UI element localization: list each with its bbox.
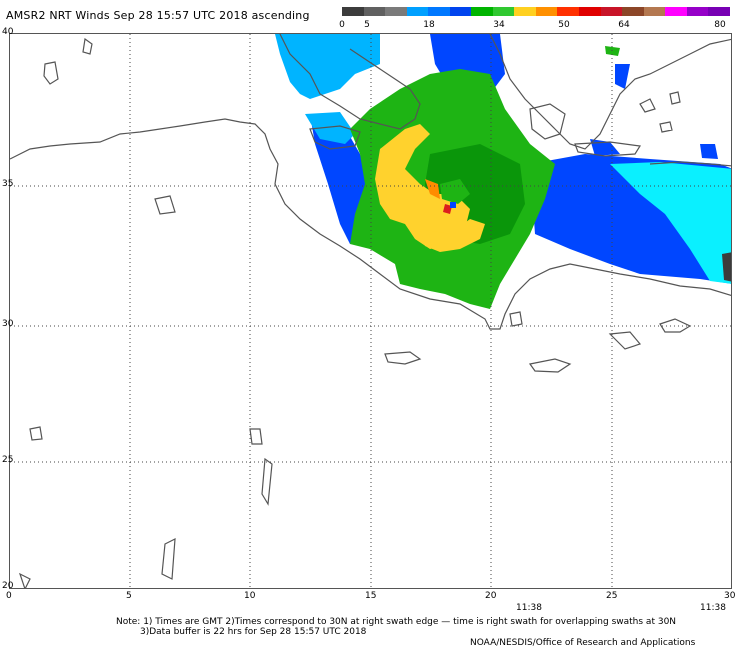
lon-label-25: 25	[606, 591, 618, 601]
coast-cyprus	[659, 318, 692, 333]
coast-greece	[489, 34, 731, 150]
swath-red-core	[443, 204, 452, 214]
coast-inland-1	[154, 195, 176, 215]
lon-label-0: 0	[6, 591, 12, 601]
coast-inland-8	[384, 351, 422, 365]
swath-time-label-left: 11:38	[516, 603, 542, 613]
colorbar-segment	[385, 7, 407, 16]
footnote-line-1: Note: 1) Times are GMT 2)Times correspon…	[116, 617, 677, 627]
lat-label-25: 25	[2, 455, 14, 465]
lon-label-5: 5	[126, 591, 132, 601]
coast-inland-5	[161, 537, 176, 580]
colorbar-label: 34	[493, 20, 505, 30]
swath-e-blue-patch2	[700, 144, 718, 159]
colorbar-segment	[342, 7, 364, 16]
colorbar-label: 0	[339, 20, 345, 30]
footnote-line-2: 3)Data buffer is 22 hrs for Sep 28 15:57…	[140, 627, 367, 637]
colorbar-segment	[686, 7, 709, 16]
swath-east-dark-gray	[722, 252, 731, 282]
colorbar-segment	[363, 7, 386, 16]
coast-inland-9	[528, 358, 572, 373]
colorbar-label: 18	[423, 20, 435, 30]
map-frame	[9, 33, 732, 589]
credit-line: NOAA/NESDIS/Office of Research and Appli…	[470, 638, 696, 648]
colorbar-segment	[492, 7, 515, 16]
colorbar-label: 64	[618, 20, 630, 30]
colorbar-segment	[665, 7, 687, 16]
coast-sardinia	[43, 61, 59, 85]
colorbar-segment	[579, 7, 601, 16]
colorbar-segment	[557, 7, 580, 16]
swath-e-blue-patch	[590, 139, 620, 156]
coast-sicily	[309, 125, 361, 150]
colorbar-segment	[471, 7, 493, 16]
lat-label-30: 30	[2, 319, 14, 329]
lon-label-30: 30	[724, 591, 736, 601]
wind-map	[10, 34, 731, 588]
colorbar-segment	[406, 7, 429, 16]
coast-italy	[279, 34, 421, 130]
colorbar-label: 5	[364, 20, 370, 30]
colorbar-label: 80	[714, 20, 726, 30]
swath-north-blue	[275, 34, 380, 99]
coast-corsica	[82, 37, 93, 55]
colorbar-segment	[708, 7, 730, 16]
lat-label-35: 35	[2, 179, 14, 189]
swath-east-light-blue	[610, 162, 731, 284]
lon-label-20: 20	[485, 591, 497, 601]
wind-speed-colorbar	[342, 7, 730, 16]
colorbar-segment	[514, 7, 536, 16]
coast-inland-7	[509, 311, 523, 327]
colorbar-segment	[622, 7, 644, 16]
coast-inland-10	[608, 331, 642, 350]
swath-northwest-sky-blue	[305, 112, 355, 144]
coast-north-africa	[10, 118, 731, 330]
lon-label-15: 15	[365, 591, 377, 601]
swath-eye-blue	[450, 202, 456, 208]
coast-inland-3	[249, 428, 263, 445]
colorbar-segment	[600, 7, 623, 16]
coast-turkey-south	[649, 161, 731, 167]
colorbar-segment	[643, 7, 666, 16]
coastlines	[10, 34, 731, 588]
coast-inland-4	[261, 457, 273, 506]
lat-label-40: 40	[2, 27, 14, 37]
swath-time-label-right: 11:38	[700, 603, 726, 613]
lat-lon-grid	[10, 34, 731, 588]
colorbar-segment	[535, 7, 558, 16]
coast-crete	[574, 141, 642, 157]
coast-aegean-islands	[639, 91, 681, 133]
wind-swath	[275, 34, 731, 309]
lon-label-10: 10	[244, 591, 256, 601]
swath-yellow-band	[420, 219, 485, 252]
coast-peloponnese	[529, 103, 566, 140]
swath-ne-blue-patch	[615, 64, 630, 89]
lat-label-20: 20	[2, 581, 14, 591]
swath-eye-green	[440, 179, 470, 204]
colorbar-labels: 0 5 18 34 50 64 80	[330, 20, 740, 32]
coast-inland-2	[29, 426, 43, 441]
colorbar-segment	[449, 7, 472, 16]
map-title: AMSR2 NRT Winds Sep 28 15:57 UTC 2018 as…	[6, 9, 310, 22]
swath-orange-core	[425, 179, 440, 199]
footnote: Note: 1) Times are GMT 2)Times correspon…	[116, 617, 676, 637]
coast-inland-6	[18, 572, 31, 588]
colorbar-label: 50	[558, 20, 570, 30]
colorbar-segment	[428, 7, 450, 16]
